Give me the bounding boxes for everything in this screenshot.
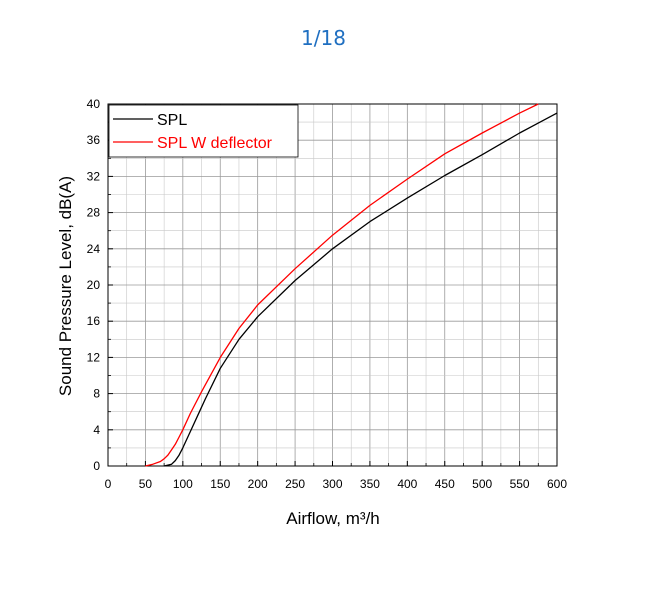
x-tick-label: 400 bbox=[397, 477, 417, 491]
y-tick-label: 16 bbox=[87, 314, 101, 328]
x-tick-label: 100 bbox=[173, 477, 193, 491]
axes: 0 50 100 150 200 250 300 350 400 450 500 550 600 0 4 8 1… bbox=[87, 97, 568, 491]
series-line-spl-w-deflector bbox=[145, 103, 539, 467]
grid bbox=[108, 104, 557, 466]
x-tick-label: 600 bbox=[547, 477, 567, 491]
x-tick-label: 50 bbox=[139, 477, 153, 491]
x-axis-title: Airflow, m³/h bbox=[286, 509, 380, 528]
legend-label: SPL bbox=[157, 112, 187, 129]
x-tick-label: 350 bbox=[360, 477, 380, 491]
x-tick-label: 0 bbox=[105, 477, 112, 491]
y-tick-label: 0 bbox=[93, 459, 100, 473]
y-tick-label: 28 bbox=[87, 206, 101, 220]
y-tick-label: 36 bbox=[87, 133, 101, 147]
x-tick-label: 500 bbox=[472, 477, 492, 491]
y-tick-label: 8 bbox=[93, 387, 100, 401]
legend-box bbox=[108, 104, 299, 158]
x-tick-label: 150 bbox=[210, 477, 230, 491]
y-tick-label: 20 bbox=[87, 278, 101, 292]
legend: SPL SPL W deflector bbox=[108, 104, 299, 158]
series-line-spl bbox=[163, 112, 558, 467]
x-tick-label: 300 bbox=[322, 477, 342, 491]
y-tick-label: 4 bbox=[93, 423, 100, 437]
legend-label: SPL W deflector bbox=[157, 135, 273, 152]
axis-labels: Sound Pressure Level, dB(A) Airflow, m³/… bbox=[56, 176, 380, 528]
y-tick-label: 24 bbox=[87, 242, 101, 256]
y-tick-label: 32 bbox=[87, 169, 101, 183]
x-tick-label: 250 bbox=[285, 477, 305, 491]
y-axis-title: Sound Pressure Level, dB(A) bbox=[56, 176, 75, 396]
y-tick-label: 12 bbox=[87, 350, 101, 364]
y-tick-label: 40 bbox=[87, 97, 101, 111]
x-tick-label: 550 bbox=[510, 477, 530, 491]
x-tick-label: 450 bbox=[435, 477, 455, 491]
x-tick-label: 200 bbox=[248, 477, 268, 491]
page-indicator: 1/18 bbox=[301, 26, 346, 50]
series bbox=[145, 103, 558, 467]
